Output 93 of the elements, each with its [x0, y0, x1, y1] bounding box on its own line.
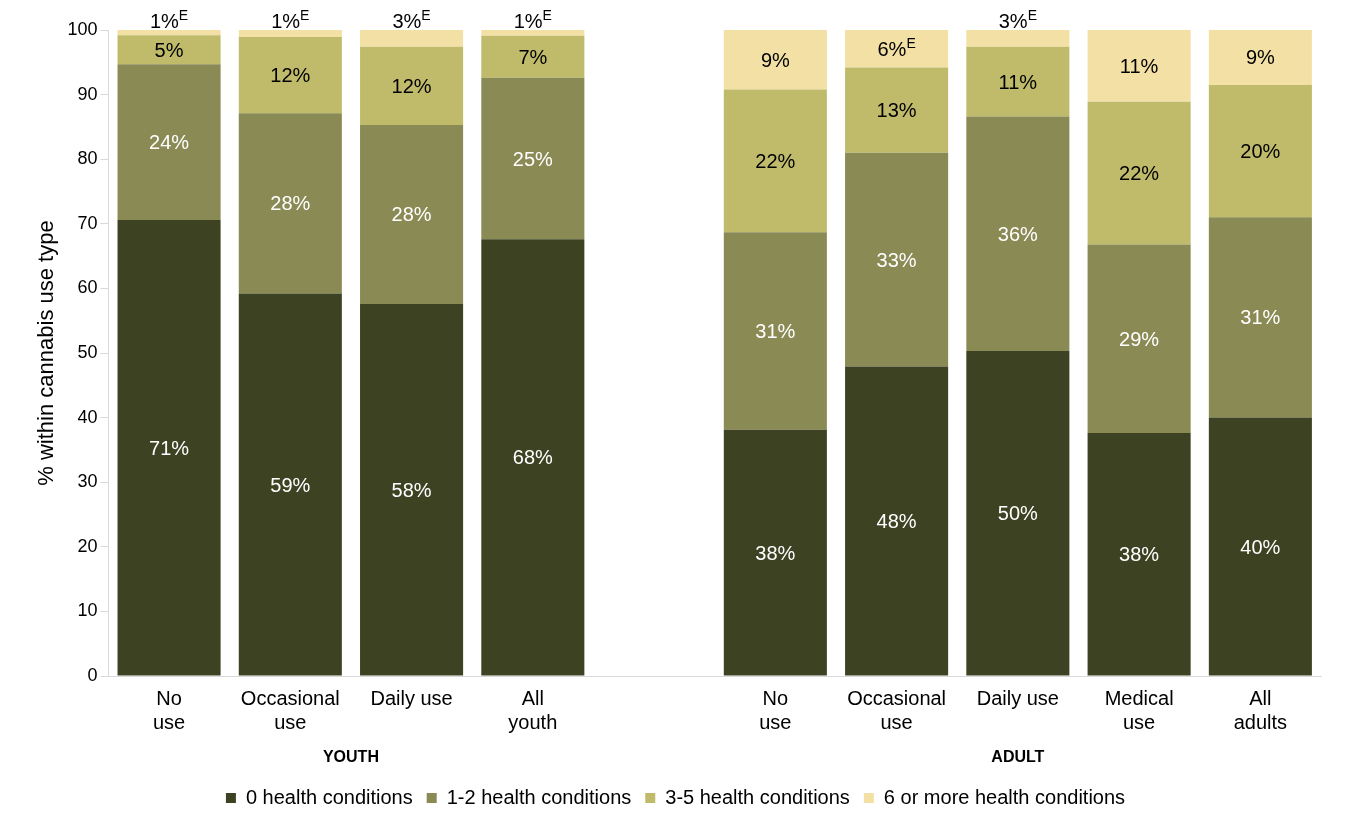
y-axis-title: % within cannabis use type — [33, 220, 59, 486]
data-label: 38% — [1119, 543, 1160, 566]
y-tick-label: 50 — [77, 341, 98, 362]
data-label: 9% — [1245, 46, 1276, 69]
bar — [117, 35, 221, 65]
y-tick-label: 60 — [77, 277, 98, 298]
bar — [360, 30, 464, 47]
y-tick-label: 10 — [77, 600, 98, 621]
data-label: 50% — [997, 502, 1039, 525]
data-label: 11% — [998, 70, 1038, 93]
legend-label: 0 health conditions — [245, 785, 413, 808]
bar — [117, 64, 221, 220]
data-label: 29% — [1119, 327, 1160, 350]
x-tick-label: Occasional use — [240, 686, 340, 733]
data-label: 68% — [512, 446, 554, 469]
bar — [723, 89, 827, 233]
data-label: 31% — [755, 320, 796, 343]
bar — [723, 232, 827, 430]
y-tick-label: 40 — [77, 406, 98, 427]
bar — [1208, 217, 1312, 418]
data-label: 25% — [512, 147, 554, 170]
data-label: 38% — [755, 541, 796, 564]
x-tick-label: Medical use — [1104, 686, 1174, 733]
bar — [1208, 30, 1312, 85]
bar — [481, 239, 585, 676]
bar — [481, 35, 585, 78]
bar — [1087, 244, 1191, 434]
legend-label: 3-5 health conditions — [665, 785, 850, 808]
text: YOUTH — [322, 748, 379, 765]
x-tick-label: All adults — [1233, 686, 1288, 733]
bar — [360, 124, 464, 304]
bar — [723, 429, 827, 676]
bar — [1087, 30, 1191, 102]
bar — [966, 46, 1070, 117]
data-label: 22% — [755, 149, 796, 172]
data-label: 71% — [149, 436, 190, 459]
x-tick-label: All youth — [508, 686, 558, 733]
y-tick-label: 80 — [77, 148, 98, 169]
bar — [238, 37, 342, 114]
data-label: 22% — [1119, 162, 1160, 185]
x-tick-label: Occasional use — [847, 686, 947, 733]
x-tick-label: Daily use — [370, 686, 453, 709]
y-tick-label: 100 — [67, 18, 98, 39]
data-label: 31% — [1240, 306, 1281, 329]
y-tick-label: 30 — [77, 471, 98, 492]
bar — [845, 67, 949, 153]
data-label: 13% — [876, 99, 917, 122]
x-tick-label: No use — [759, 686, 792, 733]
data-label: 36% — [997, 222, 1039, 245]
data-label: 11% — [1119, 54, 1159, 77]
y-tick-label: 20 — [77, 535, 98, 556]
bar — [117, 30, 221, 36]
bar — [1087, 101, 1191, 245]
data-label: 12% — [391, 74, 432, 97]
bar — [238, 113, 342, 294]
bar — [481, 77, 585, 240]
data-label: 48% — [876, 510, 917, 533]
bar — [966, 351, 1070, 676]
data-label: 20% — [1240, 140, 1281, 163]
y-tick-label: 90 — [77, 83, 98, 104]
data-label: 40% — [1240, 535, 1281, 558]
bar — [117, 219, 221, 676]
legend-label: 6 or more health conditions — [883, 785, 1126, 808]
bar — [1208, 417, 1312, 676]
y-tick-label: 0 — [87, 664, 98, 685]
data-label: 9% — [760, 48, 791, 71]
bar — [360, 303, 464, 676]
text: ADULT — [991, 748, 1045, 765]
y-tick-label: 70 — [77, 212, 98, 233]
data-label: 28% — [270, 192, 311, 215]
bar — [1087, 433, 1191, 676]
bar — [1208, 84, 1312, 218]
data-label: 33% — [876, 248, 917, 271]
bar — [360, 46, 464, 125]
data-label: 24% — [149, 131, 190, 154]
bar — [966, 116, 1070, 352]
bar — [845, 30, 949, 68]
data-label: 12% — [270, 64, 311, 87]
legend-label: 1-2 health conditions — [446, 785, 632, 808]
bar — [238, 293, 342, 676]
bar — [845, 366, 949, 676]
data-label: 58% — [391, 478, 432, 501]
data-label: 59% — [270, 473, 311, 496]
x-tick-label: No use — [152, 686, 186, 733]
bar — [481, 30, 585, 36]
data-label: 7% — [518, 45, 548, 68]
data-label: 28% — [391, 203, 432, 226]
bar — [966, 30, 1070, 47]
data-label: 5% — [154, 38, 184, 61]
x-tick-label: Daily use — [976, 686, 1059, 709]
bar — [238, 30, 342, 38]
bar — [723, 30, 827, 90]
bar — [845, 152, 949, 367]
